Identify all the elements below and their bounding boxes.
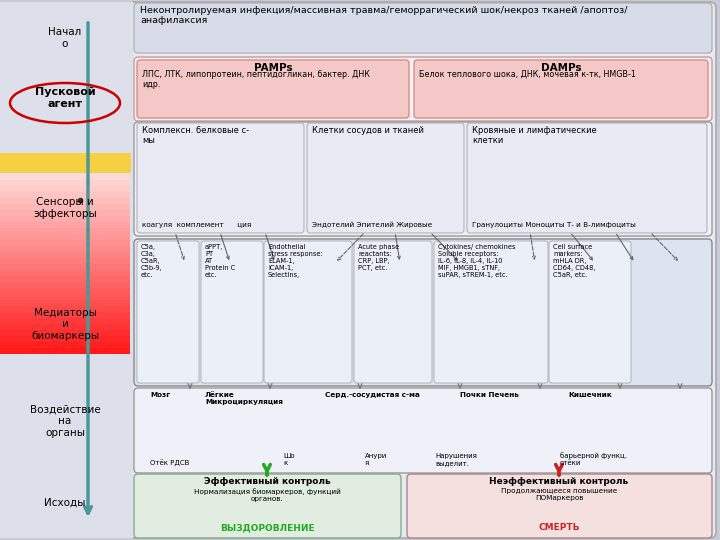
Text: Клетки сосудов и тканей: Клетки сосудов и тканей <box>312 126 424 135</box>
FancyBboxPatch shape <box>407 474 712 538</box>
Text: Лёгкие
Микроциркуляция: Лёгкие Микроциркуляция <box>205 392 283 405</box>
Bar <box>0 264 130 270</box>
Bar <box>0 270 130 276</box>
Bar <box>0 282 130 288</box>
Text: Cell surface
markers:
mHLA DR,
CD64, CD48,
C5aR, etc.: Cell surface markers: mHLA DR, CD64, CD4… <box>553 244 595 278</box>
Bar <box>0 306 130 312</box>
Text: Пусковой
агент: Пусковой агент <box>35 87 95 109</box>
Text: Кишечник: Кишечник <box>568 392 612 398</box>
Bar <box>0 246 130 252</box>
Bar <box>0 276 130 282</box>
Bar <box>0 174 130 180</box>
Text: Почки Печень: Почки Печень <box>460 392 519 398</box>
Bar <box>0 300 130 306</box>
Bar <box>0 258 130 264</box>
FancyBboxPatch shape <box>134 3 712 53</box>
FancyBboxPatch shape <box>467 123 707 233</box>
FancyBboxPatch shape <box>0 153 131 173</box>
FancyBboxPatch shape <box>549 241 631 383</box>
Text: Гранулоциты Моноциты Т- и В-лимфоциты: Гранулоциты Моноциты Т- и В-лимфоциты <box>472 222 636 228</box>
Bar <box>0 222 130 228</box>
Bar <box>0 228 130 234</box>
Text: Acute phase
reactants:
CRP, LBP,
PCT, etc.: Acute phase reactants: CRP, LBP, PCT, et… <box>358 244 400 271</box>
FancyBboxPatch shape <box>307 123 464 233</box>
Text: коагуля  комплемент      ция: коагуля комплемент ция <box>142 222 251 228</box>
FancyBboxPatch shape <box>137 60 409 118</box>
Text: C5a,
C3a,
C5aR,
C5b-9,
etc.: C5a, C3a, C5aR, C5b-9, etc. <box>141 244 163 278</box>
Text: барьерной функц.
отёки: барьерной функц. отёки <box>560 452 627 466</box>
Text: Серд.-сосудистая с-ма: Серд.-сосудистая с-ма <box>325 392 420 398</box>
Text: PAMPs: PAMPs <box>253 63 292 73</box>
Text: Начал
о: Начал о <box>48 27 81 49</box>
Text: Белок теплового шока, ДНК, мочевая к-тк, HMGB-1: Белок теплового шока, ДНК, мочевая к-тк,… <box>419 70 636 79</box>
Bar <box>0 348 130 354</box>
Bar <box>0 234 130 240</box>
Text: Отёк РДСВ: Отёк РДСВ <box>150 459 189 466</box>
Text: Нарушения
выделит.: Нарушения выделит. <box>435 453 477 466</box>
Text: Сенсоры и
эффекторы: Сенсоры и эффекторы <box>33 197 97 219</box>
Bar <box>0 204 130 210</box>
Bar <box>0 342 130 348</box>
Text: Cytokines/ chemokines
Soluble receptors:
IL-6, IL-8, IL-4, IL-10
MIF, HMGB1, sTN: Cytokines/ chemokines Soluble receptors:… <box>438 244 516 278</box>
Text: Исходы: Исходы <box>45 497 86 507</box>
Bar <box>0 294 130 300</box>
Text: Воздействие
на
органы: Воздействие на органы <box>30 404 100 438</box>
FancyBboxPatch shape <box>264 241 352 383</box>
Text: Анури
я: Анури я <box>365 453 387 466</box>
FancyBboxPatch shape <box>137 241 199 383</box>
Text: Неэффективный контроль: Неэффективный контроль <box>490 477 629 486</box>
Text: Endothelial
stress response:
ELAM-1,
ICAM-1,
Selectins,: Endothelial stress response: ELAM-1, ICA… <box>268 244 323 278</box>
Text: ВЫЗДОРОВЛЕНИЕ: ВЫЗДОРОВЛЕНИЕ <box>220 523 315 532</box>
Bar <box>0 216 130 222</box>
FancyBboxPatch shape <box>134 57 712 121</box>
Text: Неконтролируемая инфекция/массивная травма/геморрагический шок/некроз тканей /ап: Неконтролируемая инфекция/массивная трав… <box>140 6 628 25</box>
FancyBboxPatch shape <box>129 2 716 538</box>
Text: Мозг: Мозг <box>150 392 170 398</box>
Text: Эндотелий Эпителий Жировые: Эндотелий Эпителий Жировые <box>312 221 432 228</box>
FancyBboxPatch shape <box>354 241 432 383</box>
Text: ЛПС, ЛТК, липопротеин, пептидогликан, бактер. ДНК
идр.: ЛПС, ЛТК, липопротеин, пептидогликан, ба… <box>142 70 370 90</box>
FancyBboxPatch shape <box>134 122 712 236</box>
FancyBboxPatch shape <box>137 123 304 233</box>
Text: Кровяные и лимфатические
клетки: Кровяные и лимфатические клетки <box>472 126 597 145</box>
Bar <box>0 198 130 204</box>
Bar <box>0 288 130 294</box>
FancyBboxPatch shape <box>134 239 712 386</box>
Bar <box>0 180 130 186</box>
Bar <box>0 252 130 258</box>
FancyBboxPatch shape <box>201 241 263 383</box>
Bar <box>0 192 130 198</box>
Text: Эффективный контроль: Эффективный контроль <box>204 477 330 486</box>
Text: Продолжающееся повышение
ПОМаркеров: Продолжающееся повышение ПОМаркеров <box>501 488 617 501</box>
Text: aPPT,
PT
AT
Protein C
etc.: aPPT, PT AT Protein C etc. <box>205 244 235 278</box>
Text: Нормализация биомаркеров, функций
органов.: Нормализация биомаркеров, функций органо… <box>194 488 341 502</box>
Text: СМЕРТЬ: СМЕРТЬ <box>539 523 580 532</box>
Bar <box>0 240 130 246</box>
FancyBboxPatch shape <box>134 474 401 538</box>
Text: Шо
к: Шо к <box>283 453 294 466</box>
FancyBboxPatch shape <box>134 388 712 473</box>
Text: Комплексн. белковые с-
мы: Комплексн. белковые с- мы <box>142 126 249 145</box>
Text: Медиаторы
и
биомаркеры: Медиаторы и биомаркеры <box>31 307 99 341</box>
Bar <box>0 336 130 342</box>
Bar <box>0 324 130 330</box>
Text: DAMPs: DAMPs <box>541 63 581 73</box>
FancyBboxPatch shape <box>0 2 133 538</box>
Bar <box>0 186 130 192</box>
FancyBboxPatch shape <box>434 241 548 383</box>
Bar <box>0 318 130 324</box>
Bar <box>0 210 130 216</box>
Bar <box>0 330 130 336</box>
Bar <box>0 312 130 318</box>
FancyBboxPatch shape <box>414 60 708 118</box>
